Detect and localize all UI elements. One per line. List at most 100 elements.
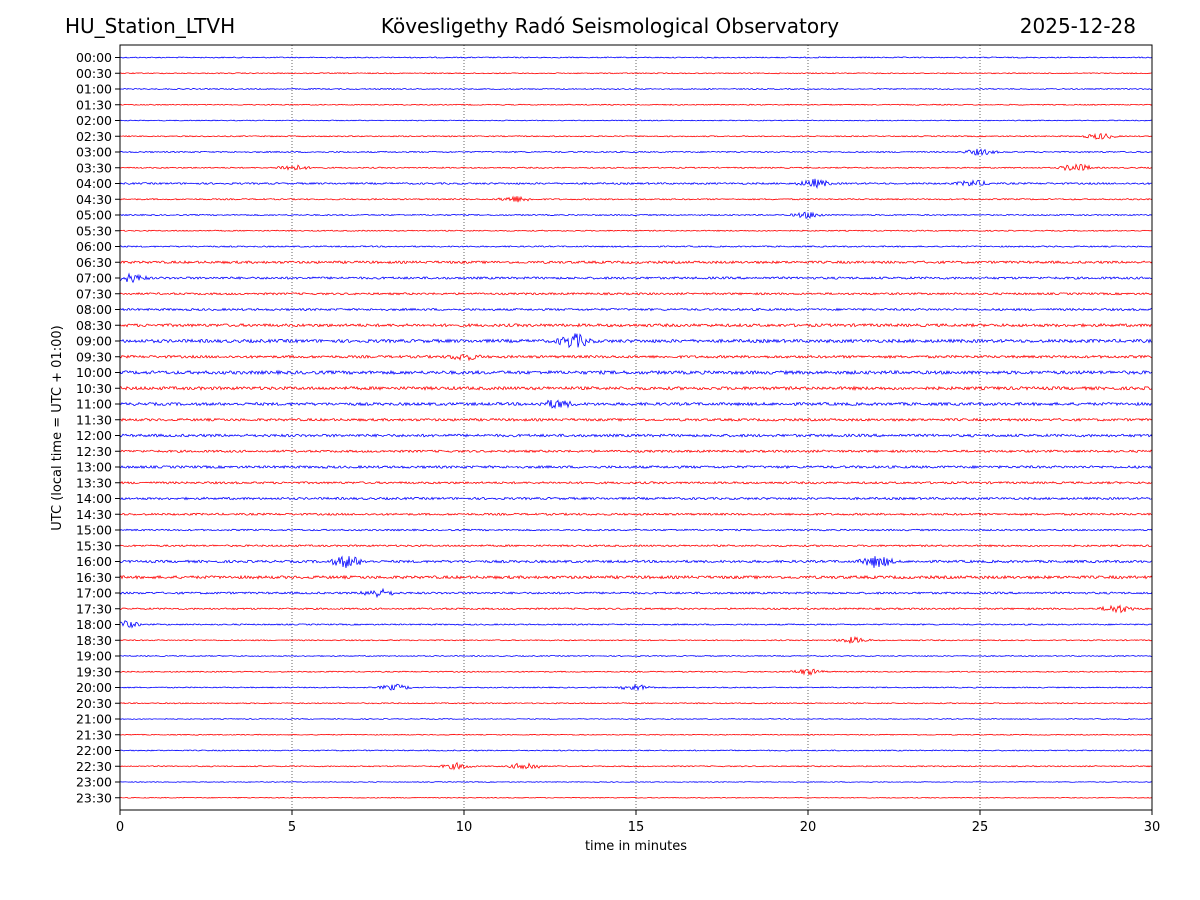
trace-0900 <box>119 333 1153 349</box>
y-tick-label: 21:00 <box>76 712 112 727</box>
trace-0000 <box>119 56 1153 59</box>
y-tick-label: 04:30 <box>76 192 112 207</box>
trace-0030 <box>119 72 1153 75</box>
y-tick-label: 17:30 <box>76 601 112 616</box>
trace-1030 <box>119 385 1153 391</box>
trace-2130 <box>119 733 1153 736</box>
y-tick-label: 19:00 <box>76 649 112 664</box>
trace-0500 <box>119 211 1153 219</box>
trace-1330 <box>119 480 1153 485</box>
trace-1200 <box>119 433 1153 438</box>
y-tick-label: 18:00 <box>76 617 112 632</box>
y-tick-label: 19:30 <box>76 664 112 679</box>
y-tick-label: 10:00 <box>76 365 112 380</box>
y-tick-label: 07:30 <box>76 286 112 301</box>
y-tick-label: 11:30 <box>76 412 112 427</box>
trace-0230 <box>119 132 1153 140</box>
y-tick-label: 01:00 <box>76 82 112 97</box>
x-tick-label: 20 <box>800 820 817 835</box>
y-tick-label: 13:00 <box>76 460 112 475</box>
trace-0200 <box>119 119 1153 122</box>
trace-0800 <box>119 307 1153 312</box>
trace-1300 <box>119 464 1153 470</box>
trace-2200 <box>119 749 1153 752</box>
trace-2230 <box>119 761 1153 771</box>
x-tick-label: 10 <box>456 820 473 835</box>
y-axis-label: UTC (local time = UTC + 01:00) <box>50 325 65 530</box>
trace-0330 <box>119 163 1153 172</box>
trace-1230 <box>119 449 1153 454</box>
y-tick-label: 20:00 <box>76 680 112 695</box>
trace-1130 <box>119 417 1153 422</box>
y-tick-label: 17:00 <box>76 586 112 601</box>
x-tick-label: 25 <box>972 820 989 835</box>
x-tick-label: 15 <box>628 820 645 835</box>
y-tick-label: 15:00 <box>76 523 112 538</box>
x-tick-label: 5 <box>288 820 296 835</box>
y-tick-label: 18:30 <box>76 633 112 648</box>
x-tick-label: 0 <box>116 820 124 835</box>
x-tick-label: 30 <box>1144 820 1161 835</box>
trace-1600 <box>119 555 1153 569</box>
trace-2030 <box>119 702 1153 705</box>
trace-1930 <box>119 668 1153 676</box>
trace-0700 <box>119 272 1153 284</box>
trace-1630 <box>119 574 1153 580</box>
trace-0730 <box>119 292 1153 296</box>
y-tick-label: 20:30 <box>76 696 112 711</box>
trace-0300 <box>119 148 1153 157</box>
y-tick-label: 05:30 <box>76 223 112 238</box>
y-tick-label: 14:30 <box>76 507 112 522</box>
trace-0930 <box>119 354 1153 362</box>
y-tick-label: 02:30 <box>76 129 112 144</box>
y-tick-label: 11:00 <box>76 397 112 412</box>
y-tick-label: 16:30 <box>76 570 112 585</box>
trace-1830 <box>119 636 1153 644</box>
y-tick-label: 15:30 <box>76 538 112 553</box>
y-tick-label: 01:30 <box>76 97 112 112</box>
y-tick-label: 04:00 <box>76 176 112 191</box>
trace-2330 <box>119 796 1153 799</box>
y-tick-label: 08:30 <box>76 318 112 333</box>
y-tick-label: 09:30 <box>76 349 112 364</box>
y-tick-label: 16:00 <box>76 554 112 569</box>
y-tick-label: 21:30 <box>76 727 112 742</box>
trace-1700 <box>119 587 1153 599</box>
trace-1000 <box>119 369 1153 376</box>
trace-1100 <box>119 399 1153 410</box>
y-tick-label: 03:00 <box>76 145 112 160</box>
x-axis-label: time in minutes <box>585 839 687 854</box>
trace-1730 <box>119 604 1153 614</box>
trace-0600 <box>119 245 1153 248</box>
trace-1400 <box>119 496 1153 501</box>
trace-1530 <box>119 544 1153 548</box>
trace-2100 <box>119 718 1153 720</box>
chart-date: 2025-12-28 <box>1019 14 1136 38</box>
y-tick-label: 05:00 <box>76 208 112 223</box>
observatory-title: Kövesligethy Radó Seismological Observat… <box>380 14 840 38</box>
y-tick-label: 06:30 <box>76 255 112 270</box>
y-tick-label: 22:30 <box>76 759 112 774</box>
y-tick-label: 12:00 <box>76 428 112 443</box>
trace-0130 <box>119 103 1153 106</box>
y-tick-label: 03:30 <box>76 160 112 175</box>
y-tick-label: 07:00 <box>76 271 112 286</box>
trace-0100 <box>119 87 1153 91</box>
y-tick-label: 09:00 <box>76 334 112 349</box>
trace-1900 <box>119 654 1153 658</box>
y-tick-label: 08:00 <box>76 302 112 317</box>
y-tick-label: 12:30 <box>76 444 112 459</box>
trace-0430 <box>119 195 1153 203</box>
y-tick-label: 13:30 <box>76 475 112 490</box>
trace-0530 <box>119 229 1153 232</box>
trace-0400 <box>119 178 1153 190</box>
trace-2000 <box>119 683 1153 692</box>
y-tick-label: 02:00 <box>76 113 112 128</box>
y-tick-label: 06:00 <box>76 239 112 254</box>
trace-1800 <box>119 620 1153 629</box>
trace-2300 <box>119 781 1153 783</box>
trace-0830 <box>119 322 1153 328</box>
y-tick-label: 22:00 <box>76 743 112 758</box>
y-tick-label: 14:00 <box>76 491 112 506</box>
